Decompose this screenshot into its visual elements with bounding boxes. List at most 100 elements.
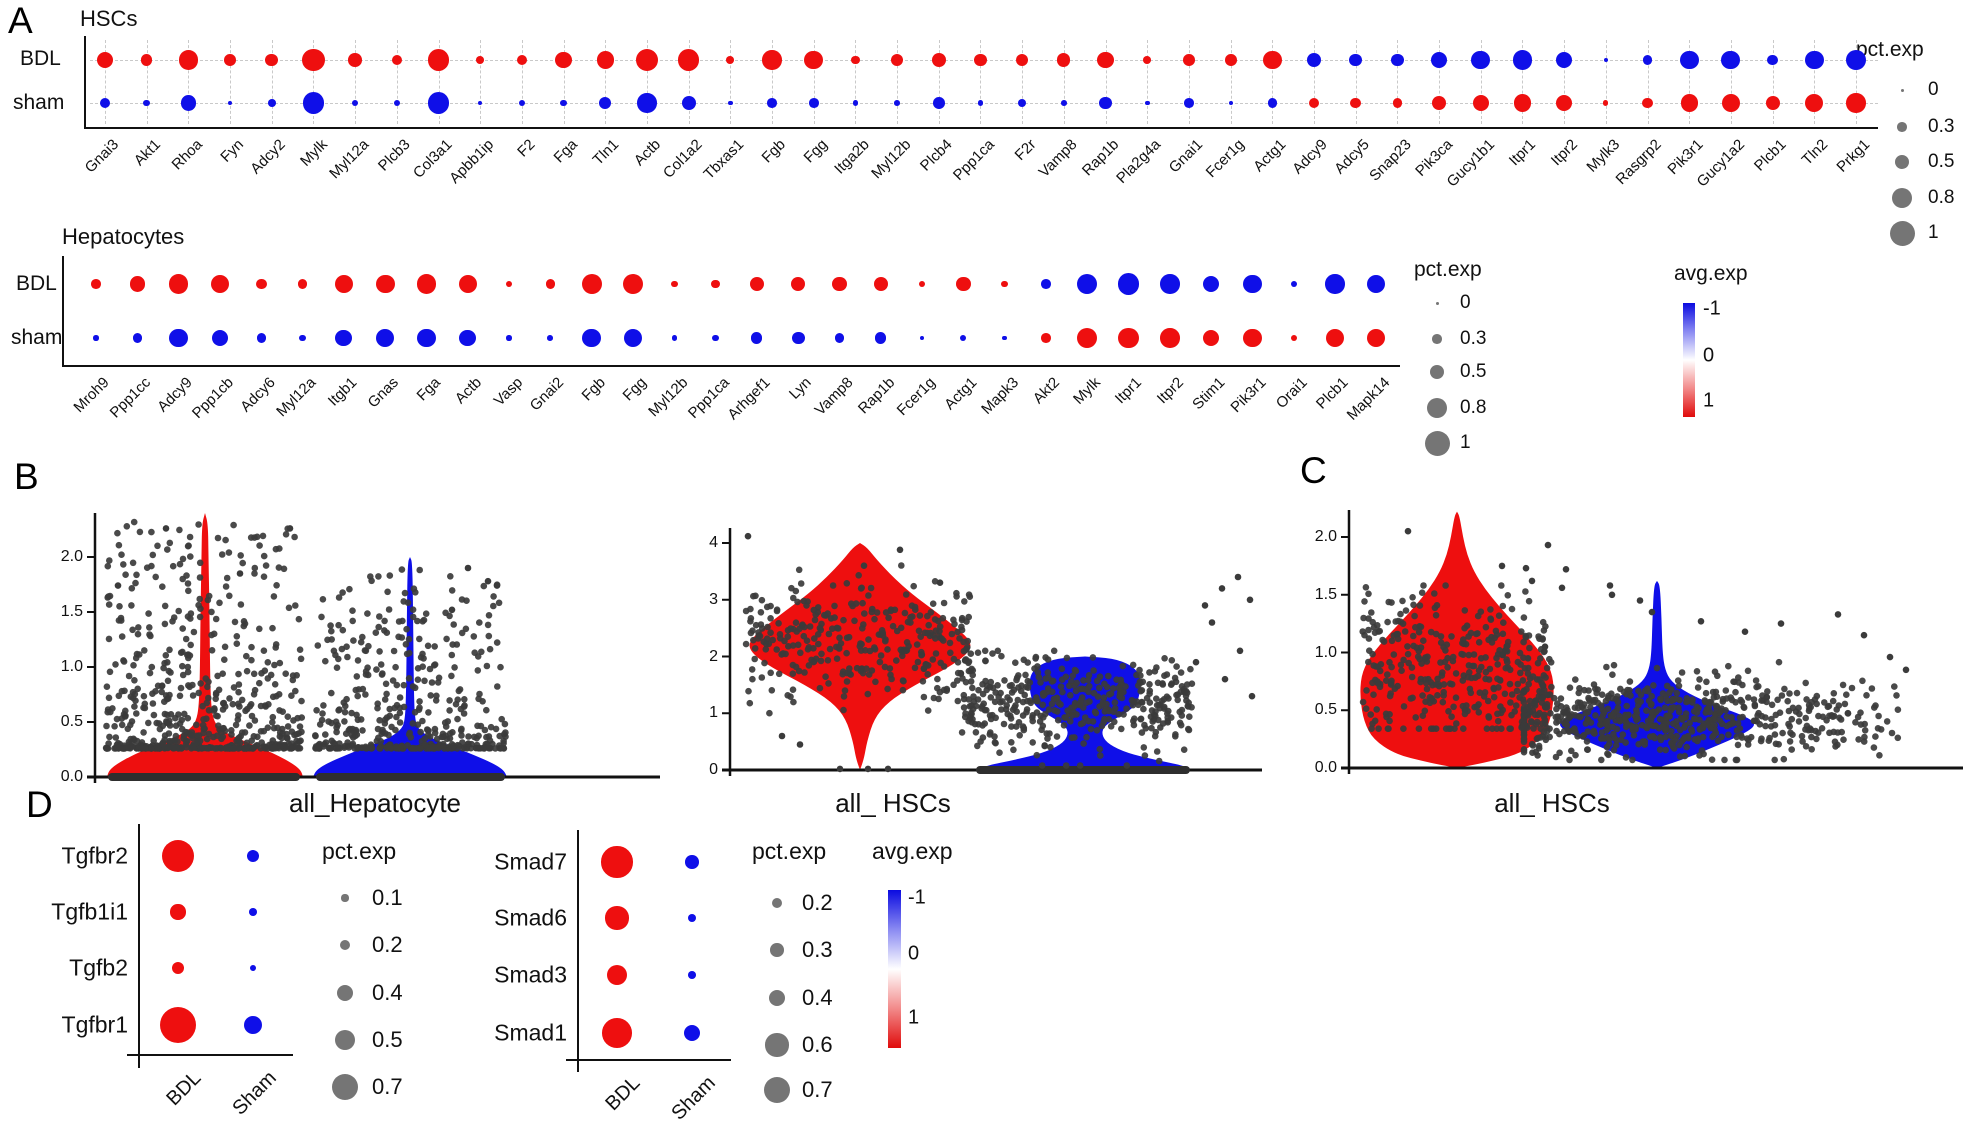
scatter-dot (1547, 659, 1555, 666)
scatter-dot (1745, 736, 1752, 744)
scatter-dot (298, 697, 305, 705)
scatter-dot (1177, 669, 1185, 676)
scatter-dot (1771, 721, 1779, 729)
scatter-dot (1499, 630, 1507, 638)
scatter-dot (243, 652, 250, 660)
scatter-dot (398, 742, 405, 750)
scatter-dot (1857, 721, 1865, 728)
baseline-bar-b_left-bdl (108, 773, 300, 781)
dot-d_right-bdl-Smad3 (607, 965, 627, 985)
scatter-dot (1014, 696, 1022, 704)
scatter-dot (829, 582, 837, 589)
scatter-dot (122, 707, 129, 715)
scatter-dot (235, 681, 243, 688)
scatter-dot (1461, 710, 1469, 718)
scatter-dot (1634, 715, 1641, 723)
dot-hsc-sham-Prkg1 (1846, 93, 1866, 113)
scatter-outlier-dot (796, 741, 804, 748)
scatter-outlier-dot (896, 546, 904, 554)
scatter-dot (1078, 694, 1086, 701)
scatter-dot (405, 675, 413, 682)
scatter-dot (947, 649, 954, 657)
scatter-dot (1762, 722, 1769, 730)
scatter-dot (1485, 636, 1492, 644)
scatter-dot (480, 582, 488, 590)
scatter-dot (1813, 735, 1820, 743)
scatter-dot (969, 667, 977, 674)
scatter-dot (454, 715, 461, 723)
scatter-dot (1710, 694, 1718, 701)
legend-dot-0.2 (771, 897, 783, 909)
dot-hsc-sham-Akt1 (143, 99, 150, 107)
scatter-dot (211, 745, 219, 752)
scatter-dot (1706, 698, 1714, 706)
scatter-dot (1440, 681, 1448, 688)
scatter-dot (810, 658, 817, 666)
violin-body-b_left-bdl (107, 513, 303, 777)
scatter-dot (1026, 679, 1034, 686)
legend-value: 0 (1928, 79, 1939, 100)
gridline-vertical (855, 40, 857, 124)
scatter-dot (764, 623, 771, 631)
scatter-dot (847, 671, 854, 678)
scatter-dot (212, 615, 220, 623)
scatter-dot (450, 621, 458, 628)
scatter-dot (757, 609, 765, 616)
scatter-dot (1678, 669, 1686, 676)
scatter-dot (1412, 624, 1419, 631)
scatter-dot (185, 654, 192, 662)
scatter-dot (1010, 746, 1017, 754)
scatter-dot (318, 716, 326, 724)
scatter-dot (1731, 678, 1738, 686)
scatter-dot (1047, 743, 1054, 751)
dot-hsc-sham-Snap23 (1392, 98, 1403, 108)
scatter-dot (816, 624, 824, 632)
scatter-dot (1710, 732, 1717, 739)
scatter-dot (982, 677, 989, 685)
scatter-dot (1528, 718, 1535, 726)
scatter-dot (1536, 676, 1543, 683)
scatter-dot (871, 644, 878, 651)
scatter-dot (335, 594, 343, 601)
scatter-dot (1599, 734, 1606, 741)
scatter-dot (381, 627, 388, 634)
scatter-dot (1806, 725, 1814, 732)
legend-value: 0.6 (802, 1032, 833, 1057)
scatter-dot (1738, 734, 1746, 741)
dot-d_left-sham-Tgfb2 (249, 964, 257, 972)
scatter-dot (1535, 633, 1542, 640)
scatter-dot (1092, 709, 1100, 717)
scatter-dot (148, 663, 156, 671)
scatter-dot (414, 721, 422, 728)
scatter-dot (400, 681, 408, 689)
scatter-dot (120, 658, 128, 665)
scatter-dot (1008, 739, 1015, 746)
scatter-dot (999, 698, 1006, 705)
scatter-dot (929, 656, 937, 663)
avgexp-tick-label: -1 (1703, 297, 1721, 320)
legend-value: 0.3 (802, 937, 833, 962)
scatter-dot (357, 638, 365, 646)
scatter-dot (1053, 733, 1061, 740)
dot-hepatocytes-sham-Vamp8 (834, 333, 845, 343)
scatter-outlier-dot (1236, 647, 1244, 655)
scatter-dot (1656, 746, 1664, 753)
scatter-dot (1626, 678, 1634, 685)
dot-hepatocytes-bdl-Arhgef1 (749, 277, 764, 291)
scatter-dot (851, 617, 858, 625)
scatter-dot (1592, 696, 1599, 704)
scatter-dot (1522, 588, 1529, 595)
scatter-dot (758, 596, 766, 604)
scatter-dot (1708, 756, 1716, 763)
scatter-dot (169, 618, 176, 625)
scatter-dot (1499, 602, 1507, 610)
scatter-dot (1458, 650, 1465, 658)
scatter-dot (1872, 733, 1879, 740)
scatter-dot (1821, 699, 1828, 706)
scatter-dot (448, 651, 456, 659)
scatter-dot (843, 634, 851, 642)
scatter-dot (1530, 725, 1537, 732)
scatter-dot (1721, 756, 1728, 764)
scatter-outlier-dot (1248, 692, 1256, 700)
scatter-dot (1183, 681, 1191, 688)
